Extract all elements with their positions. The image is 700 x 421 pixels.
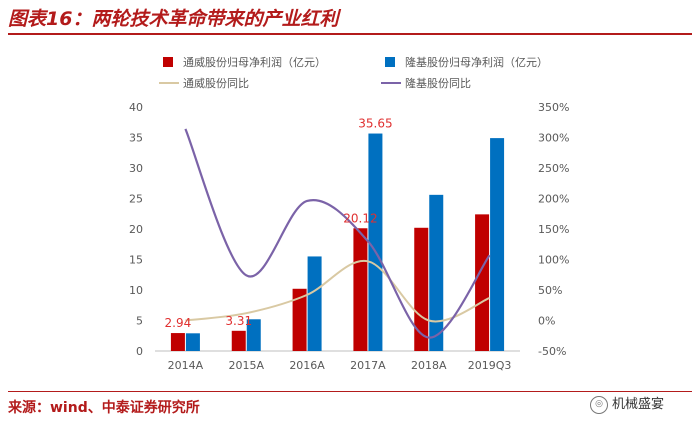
y-left-tick-label: 15: [129, 254, 143, 267]
legend-tongwei-yoy-label: 通威股份同比: [183, 77, 249, 90]
y-left-tick-label: 35: [129, 132, 143, 145]
data-label: 35.65: [358, 117, 392, 131]
x-tick-label: 2016A: [289, 359, 325, 372]
bar-longi: [307, 256, 322, 351]
y-right-tick-label: 150%: [538, 223, 569, 236]
bar-tongwei: [475, 214, 490, 351]
y-right-tick-label: 200%: [538, 193, 569, 206]
y-right-tick-label: 50%: [538, 284, 562, 297]
bar-longi: [185, 333, 200, 351]
y-right-tick-label: 100%: [538, 254, 569, 267]
x-tick-label: 2017A: [350, 359, 386, 372]
legend-longi-yoy-label: 隆基股份同比: [405, 76, 471, 90]
y-right-tick-label: 250%: [538, 162, 569, 175]
y-left-tick-label: 10: [129, 284, 143, 297]
y-right-tick-label: 300%: [538, 132, 569, 145]
y-left-tick-label: 40: [129, 101, 143, 114]
x-tick-label: 2019Q3: [468, 359, 512, 372]
title-rule: [8, 33, 692, 35]
y-left-tick-label: 30: [129, 162, 143, 175]
bar-tongwei: [353, 228, 368, 351]
bar-longi: [246, 319, 261, 351]
legend-tongwei-profit-swatch: [163, 57, 173, 67]
watermark: ◎ 机械盛宴: [590, 393, 664, 414]
y-right-tick-label: 0%: [538, 315, 555, 328]
y-right-tick-label: -50%: [538, 345, 566, 358]
legend-longi-profit-label: 隆基股份归母净利润（亿元）: [405, 55, 548, 69]
data-label: 3.31: [225, 314, 252, 328]
wechat-icon: ◎: [590, 395, 608, 414]
x-tick-label: 2014A: [168, 359, 204, 372]
y-left-tick-label: 20: [129, 223, 143, 236]
source-note: 来源：wind、中泰证券研究所: [8, 400, 200, 416]
chart-title: 图表16：两轮技术革命带来的产业红利: [8, 8, 339, 30]
bar-longi: [368, 133, 383, 351]
bar-tongwei: [170, 333, 185, 351]
bar-tongwei: [292, 288, 307, 351]
bar-longi: [429, 194, 444, 351]
watermark-text: 机械盛宴: [612, 397, 665, 412]
y-right-tick-label: 350%: [538, 101, 569, 114]
line-longi-yoy: [184, 128, 491, 339]
y-left-tick-label: 5: [136, 315, 143, 328]
chart: 0 5 10 15 20 25 30 35 40 -50% 0% 50% 100% 150% 200% 250…: [129, 55, 569, 372]
data-label: 20.12: [343, 211, 377, 225]
x-tick-label: 2018A: [411, 359, 447, 372]
data-label: 2.94: [165, 316, 192, 330]
y-left-tick-label: 25: [129, 193, 143, 206]
legend-longi-profit-swatch: [385, 57, 395, 67]
line-tongwei-yoy: [185, 260, 490, 323]
y-left-tick-label: 0: [136, 345, 143, 358]
bar-longi: [490, 138, 505, 351]
bar-tongwei: [414, 227, 429, 351]
footer-rule: [8, 391, 692, 392]
bar-tongwei: [231, 330, 246, 351]
legend-tongwei-profit-label: 通威股份归母净利润（亿元）: [183, 55, 326, 69]
x-tick-label: 2015A: [228, 359, 264, 372]
